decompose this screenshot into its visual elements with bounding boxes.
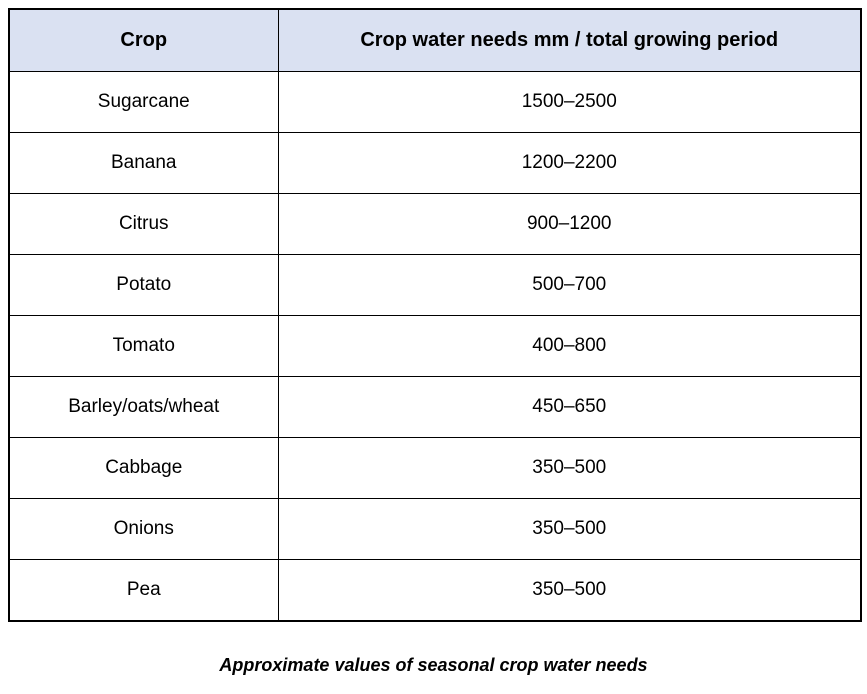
- value-cell: 350–500: [277, 498, 862, 560]
- value-cell: 500–700: [277, 254, 862, 316]
- table-row: Potato 500–700: [8, 254, 862, 316]
- value-cell: 1500–2500: [277, 71, 862, 133]
- table-row: Barley/oats/wheat 450–650: [8, 376, 862, 438]
- crop-cell: Barley/oats/wheat: [8, 376, 279, 438]
- table-header: Crop Crop water needs mm / total growing…: [8, 8, 862, 72]
- header-cell-water-needs: Crop water needs mm / total growing peri…: [277, 8, 862, 72]
- value-cell: 1200–2200: [277, 132, 862, 194]
- table-row: Onions 350–500: [8, 498, 862, 560]
- value-cell: 900–1200: [277, 193, 862, 255]
- table-row: Tomato 400–800: [8, 315, 862, 377]
- value-cell: 450–650: [277, 376, 862, 438]
- crop-cell: Tomato: [8, 315, 279, 377]
- table-row: Pea 350–500: [8, 559, 862, 622]
- value-cell: 350–500: [277, 559, 862, 622]
- crop-cell: Banana: [8, 132, 279, 194]
- value-cell: 350–500: [277, 437, 862, 499]
- table-caption: Approximate values of seasonal crop wate…: [219, 655, 648, 675]
- crop-cell: Citrus: [8, 193, 279, 255]
- crop-cell: Cabbage: [8, 437, 279, 499]
- crop-cell: Potato: [8, 254, 279, 316]
- crop-cell: Onions: [8, 498, 279, 560]
- table-row: Banana 1200–2200: [8, 132, 862, 194]
- crop-water-needs-table: Crop Crop water needs mm / total growing…: [8, 8, 862, 622]
- value-cell: 400–800: [277, 315, 862, 377]
- table-row: Sugarcane 1500–2500: [8, 71, 862, 133]
- header-row: Crop Crop water needs mm / total growing…: [8, 8, 862, 72]
- crop-cell: Pea: [8, 559, 279, 622]
- table-row: Cabbage 350–500: [8, 437, 862, 499]
- table-row: Citrus 900–1200: [8, 193, 862, 255]
- crop-cell: Sugarcane: [8, 71, 279, 133]
- table-body: Sugarcane 1500–2500 Banana 1200–2200 Cit…: [8, 71, 862, 622]
- header-cell-crop: Crop: [8, 8, 279, 72]
